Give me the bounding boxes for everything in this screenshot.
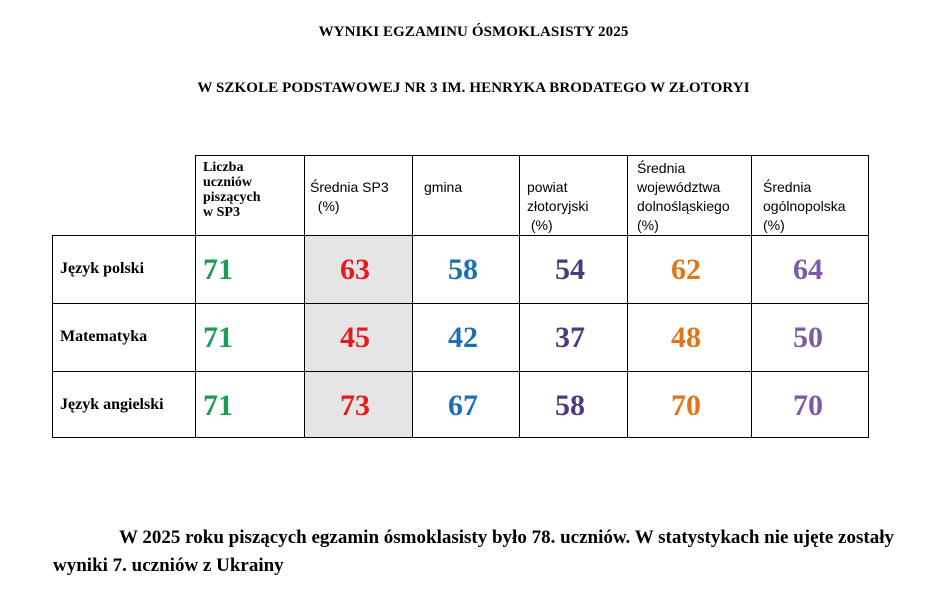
value-kraj: 64 [793,253,823,286]
value-powiat: 54 [555,253,585,286]
header-powiat-line: złotoryjski [527,198,589,214]
row-divider [52,371,869,372]
value-school: 73 [340,389,370,422]
footnote-text: W 2025 roku piszących egzamin ósmoklasis… [53,527,894,576]
column-divider [195,235,196,438]
column-divider [412,235,413,438]
column-divider [519,235,520,438]
header-count-line: uczniów [203,175,252,190]
header-kraj-line: Średnia [763,179,812,195]
value-count: 71 [203,321,233,354]
column-divider [519,155,520,235]
value-powiat: 58 [555,389,585,422]
school-column-highlight [304,235,412,438]
header-school-line: (%) [310,198,340,214]
footnote: W 2025 roku piszących egzamin ósmoklasis… [53,524,913,580]
value-gmina: 67 [448,389,478,422]
value-powiat: 37 [555,321,585,354]
value-gmina: 58 [448,253,478,286]
row-label: Matematyka [60,328,148,345]
header-wojewodztwo: Średnia województwa dolnośląskiego (%) [637,159,730,235]
header-school-line: Średnia SP3 [310,179,389,195]
value-wojewodztwo: 70 [671,389,701,422]
header-powiat-line: powiat [527,179,568,195]
header-kraj-line: ogólnopolska [763,198,846,214]
header-powiat-line: (%) [527,217,553,233]
row-divider [52,235,869,236]
row-label: Język polski [60,260,145,277]
value-school: 45 [340,321,370,354]
column-divider [627,155,628,235]
header-kraj: Średnia ogólnopolska (%) [763,178,846,235]
header-row [195,155,869,235]
row-divider [52,303,869,304]
column-divider [412,155,413,235]
value-wojewodztwo: 62 [671,253,701,286]
page-title: WYNIKI EGZAMINU ÓSMOKLASISTY 2025 [318,24,629,40]
value-count: 71 [203,389,233,422]
header-count-line: piszących [203,190,261,205]
header-wojewodztwo-line: dolnośląskiego [637,198,730,214]
column-divider [751,235,752,438]
value-kraj: 70 [793,389,823,422]
value-count: 71 [203,253,233,286]
column-divider [751,155,752,235]
header-wojewodztwo-line: Średnia [637,160,686,176]
value-school: 63 [340,253,370,286]
header-count: Liczba uczniów piszących w SP3 [203,160,261,220]
column-divider [304,235,305,438]
header-wojewodztwo-line: (%) [637,217,659,233]
value-gmina: 42 [448,321,478,354]
header-gmina: gmina [424,178,462,197]
header-count-line: Liczba [203,160,244,175]
header-kraj-line: (%) [763,217,785,233]
header-powiat: powiat złotoryjski (%) [527,178,588,235]
header-gmina-line: gmina [424,179,463,195]
value-wojewodztwo: 48 [671,321,701,354]
header-wojewodztwo-line: województwa [637,179,721,195]
header-count-line: w SP3 [203,205,240,220]
page-subtitle: W SZKOLE PODSTAWOWEJ NR 3 IM. HENRYKA BR… [197,80,750,96]
header-school: Średnia SP3 (%) [310,178,389,216]
column-divider [627,235,628,438]
value-kraj: 50 [793,321,823,354]
row-label: Język angielski [60,396,164,413]
column-divider [304,155,305,235]
